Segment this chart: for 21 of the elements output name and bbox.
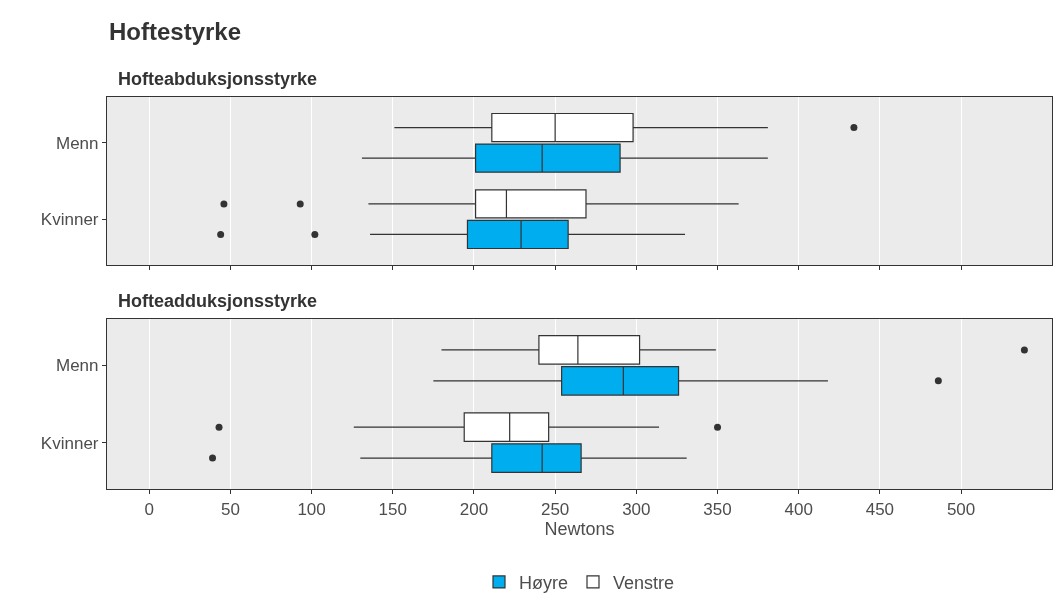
chart-subtitle: Hofteabduksjonsstyrke bbox=[118, 69, 318, 89]
y-tick-label: Menn bbox=[55, 356, 99, 376]
x-tick-label: 0 bbox=[144, 499, 154, 519]
x-tick-label: 150 bbox=[378, 499, 407, 519]
y-tick-label: Kvinner bbox=[40, 433, 99, 453]
x-tick-label: 300 bbox=[622, 499, 651, 519]
x-tick-label: 500 bbox=[946, 499, 976, 519]
x-tick-label: 100 bbox=[297, 499, 326, 519]
y-tick-label: Menn bbox=[55, 133, 99, 153]
x-tick-label: 400 bbox=[784, 499, 813, 519]
y-tick-label: Kvinner bbox=[40, 210, 99, 230]
x-tick-label: 250 bbox=[540, 499, 570, 519]
legend-label: Venstre bbox=[613, 572, 675, 593]
chart-title: Hoftestyrke bbox=[109, 18, 242, 45]
x-tick-label: 350 bbox=[703, 499, 732, 519]
x-tick-label: 50 bbox=[220, 499, 240, 519]
x-tick-label: 450 bbox=[865, 499, 895, 519]
chart-subtitle: Hofteadduksjonsstyrke bbox=[118, 291, 318, 311]
legend-label: Høyre bbox=[519, 572, 568, 593]
x-axis-title: Newtons bbox=[544, 518, 615, 539]
x-tick-label: 200 bbox=[459, 499, 489, 519]
